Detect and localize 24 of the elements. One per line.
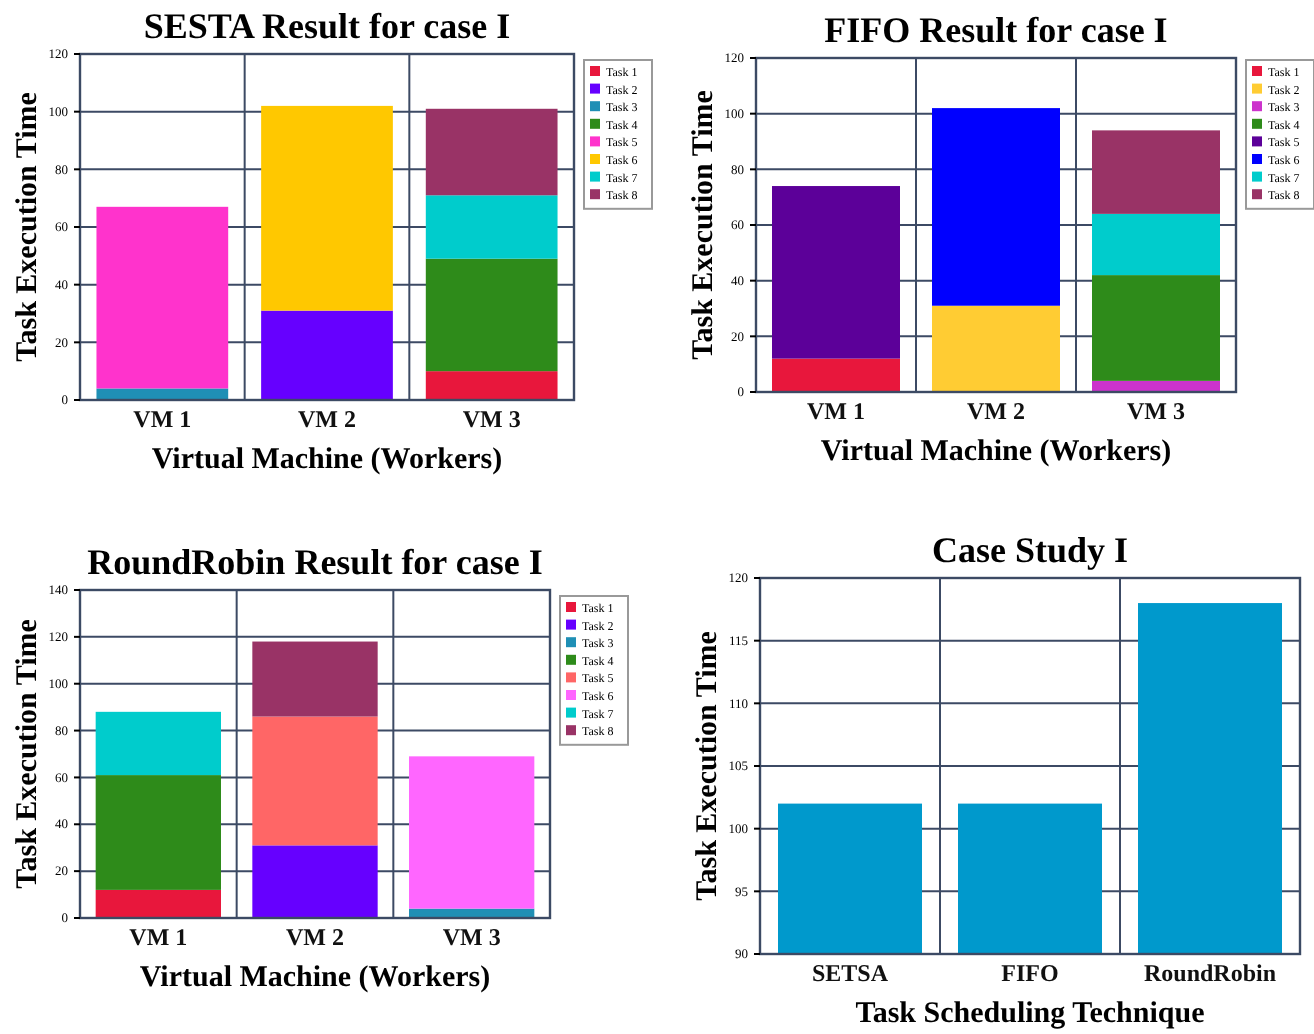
x-tick-label: VM 3: [462, 405, 521, 434]
x-tick-label: VM 1: [807, 397, 865, 426]
chart-title: Case Study I: [931, 530, 1129, 570]
chart-title: FIFO Result for case I: [824, 10, 1168, 50]
y-axis-title: Task Execution Time: [692, 630, 724, 901]
x-tick-label: SETSA: [811, 959, 889, 988]
x-tick-label: VM 3: [1127, 397, 1185, 426]
x-tick-label: VM 1: [129, 923, 188, 952]
y-axis-title: Task Execution Time: [12, 91, 44, 362]
x-tick-label: RoundRobin: [1143, 959, 1277, 988]
y-axis-title: Task Execution Time: [688, 89, 720, 360]
x-tick-label: VM 2: [286, 923, 344, 952]
x-axis-title: Virtual Machine (Workers): [820, 436, 1172, 468]
x-tick-label: VM 2: [967, 397, 1025, 426]
x-axis-title: Virtual Machine (Workers): [151, 444, 503, 476]
chart-title: RoundRobin Result for case I: [87, 542, 543, 582]
x-tick-label: VM 2: [298, 405, 356, 434]
y-axis-title: Task Execution Time: [12, 618, 44, 889]
x-tick-label: VM 3: [442, 923, 501, 952]
x-tick-label: FIFO: [1001, 959, 1059, 988]
x-axis-title: Task Scheduling Technique: [855, 998, 1206, 1030]
chart-title: SESTA Result for case I: [143, 6, 511, 46]
x-axis-title: Virtual Machine (Workers): [139, 962, 491, 994]
x-tick-label: VM 1: [133, 405, 192, 434]
